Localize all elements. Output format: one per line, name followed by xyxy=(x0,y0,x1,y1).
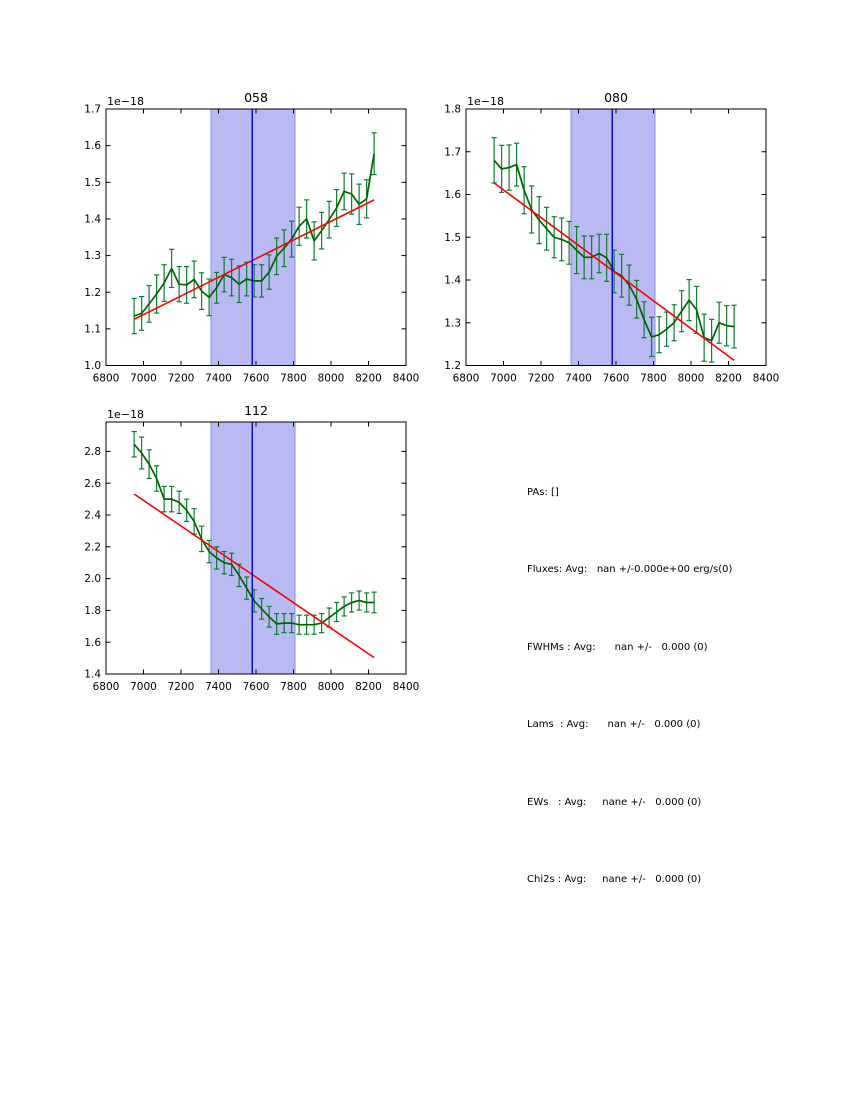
x-tick-label: 7000 xyxy=(130,373,157,385)
chart-112: 6800 7000 7200 7400 7600 7800 8000 8200 8400 1.4 1… xyxy=(60,398,420,696)
x-tick-label: 8000 xyxy=(678,373,705,385)
plot-058-canvas: 6800 7000 7200 7400 7600 7800 8000 8200 8400 1.0 1… xyxy=(84,90,420,385)
x-tick-label: 6800 xyxy=(453,373,480,385)
y-axis-offset-label: 1e−18 xyxy=(107,95,144,108)
y-tick-label: 1.1 xyxy=(84,323,101,335)
x-tick-label: 7800 xyxy=(280,373,307,385)
y-tick-label: 1.6 xyxy=(84,637,101,649)
x-tick-label: 8400 xyxy=(393,373,420,385)
tick-marks xyxy=(105,422,407,675)
y-tick-label: 1.5 xyxy=(84,177,101,189)
x-tick-label: 7000 xyxy=(130,681,157,693)
x-tick-label: 8200 xyxy=(355,681,382,693)
tick-marks xyxy=(105,108,407,366)
y-tick-label: 1.6 xyxy=(84,140,101,152)
x-tick-label: 8000 xyxy=(318,373,345,385)
y-tick-label: 1.4 xyxy=(444,275,461,287)
y-axis-offset-label: 1e−18 xyxy=(107,408,144,421)
x-tick-label: 7400 xyxy=(205,681,232,693)
x-tick-label: 7200 xyxy=(168,373,195,385)
x-tick-label: 6800 xyxy=(93,373,120,385)
stats-line-fwhms: FWHMs : Avg: nan +/- 0.000 (0) xyxy=(527,641,708,653)
y-tick-label: 1.5 xyxy=(444,232,461,244)
x-tick-label: 6800 xyxy=(93,681,120,693)
chart-title: 058 xyxy=(244,90,268,105)
x-tick-label: 8400 xyxy=(753,373,780,385)
fit-line xyxy=(493,182,735,362)
x-tick-label: 8200 xyxy=(715,373,742,385)
stats-line-lams: Lams : Avg: nan +/- 0.000 (0) xyxy=(527,719,701,731)
fit-line xyxy=(133,199,375,321)
spectrum-line xyxy=(133,153,375,317)
y-tick-label: 2.6 xyxy=(84,478,101,490)
plot-080-canvas: 6800 7000 7200 7400 7600 7800 8000 8200 8400 1.2 1… xyxy=(444,90,780,385)
fit-line xyxy=(133,493,375,659)
y-tick-label: 2.4 xyxy=(84,510,101,522)
x-tick-label: 8400 xyxy=(393,681,420,693)
y-tick-label: 1.7 xyxy=(84,104,101,116)
chart-058: 6800 7000 7200 7400 7600 7800 8000 8200 8400 1.0 1… xyxy=(60,85,420,388)
stats-line-chi2s: Chi2s : Avg: nane +/- 0.000 (0) xyxy=(527,874,702,886)
x-tick-label: 7800 xyxy=(280,681,307,693)
x-tick-label: 7600 xyxy=(243,681,270,693)
chart-title: 112 xyxy=(244,403,268,418)
y-tick-label: 2.2 xyxy=(84,541,101,553)
plot-112-canvas: 6800 7000 7200 7400 7600 7800 8000 8200 8400 1.4 1… xyxy=(84,403,420,693)
stats-block: PAs: [] Fluxes: Avg: nan +/-0.000e+00 er… xyxy=(527,428,732,919)
stats-line-fluxes: Fluxes: Avg: nan +/-0.000e+00 erg/s(0) xyxy=(527,564,733,576)
y-tick-label: 1.0 xyxy=(84,360,101,372)
x-tick-label: 7600 xyxy=(243,373,270,385)
x-tick-label: 8200 xyxy=(355,373,382,385)
y-tick-label: 1.7 xyxy=(444,146,461,158)
y-tick-label: 1.2 xyxy=(444,360,461,372)
x-tick-label: 7200 xyxy=(528,373,555,385)
x-tick-label: 7200 xyxy=(168,681,195,693)
y-tick-label: 2.0 xyxy=(84,573,101,585)
chart-080: 6800 7000 7200 7400 7600 7800 8000 8200 8400 1.2 1… xyxy=(420,85,780,388)
x-tick-label: 7400 xyxy=(565,373,592,385)
x-tick-label: 7400 xyxy=(205,373,232,385)
tick-marks xyxy=(465,108,767,366)
spectrum-line xyxy=(133,443,375,626)
y-tick-label: 1.8 xyxy=(444,104,461,116)
x-tick-label: 7600 xyxy=(603,373,630,385)
highlight-band xyxy=(210,421,296,675)
y-axis-offset-label: 1e−18 xyxy=(467,95,504,108)
x-tick-label: 8000 xyxy=(318,681,345,693)
y-tick-label: 2.8 xyxy=(84,446,101,458)
y-tick-label: 1.3 xyxy=(84,250,101,262)
stats-line-ews: EWs : Avg: nane +/- 0.000 (0) xyxy=(527,796,702,808)
y-tick-label: 1.4 xyxy=(84,669,101,681)
x-tick-label: 7000 xyxy=(490,373,517,385)
highlight-band xyxy=(210,108,296,366)
y-tick-label: 1.4 xyxy=(84,214,101,226)
y-tick-label: 1.6 xyxy=(444,189,461,201)
y-tick-label: 1.3 xyxy=(444,317,461,329)
chart-title: 080 xyxy=(604,90,628,105)
x-tick-label: 7800 xyxy=(640,373,667,385)
stats-line-pas: PAs: [] xyxy=(527,486,559,498)
y-tick-label: 1.2 xyxy=(84,287,101,299)
y-tick-label: 1.8 xyxy=(84,605,101,617)
